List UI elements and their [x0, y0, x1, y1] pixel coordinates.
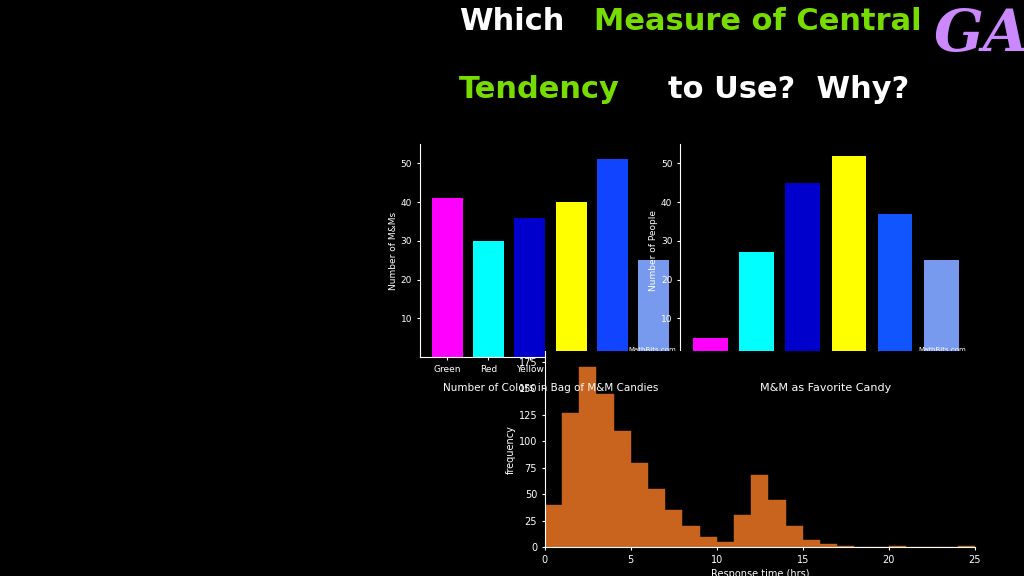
Bar: [924, 260, 958, 357]
Y-axis label: Number of M&Ms: Number of M&Ms: [389, 211, 398, 290]
Bar: [562, 413, 580, 547]
Bar: [820, 544, 838, 547]
Bar: [596, 394, 613, 547]
Bar: [803, 540, 820, 547]
Bar: [838, 546, 854, 547]
X-axis label: Age Groups in Years: Age Groups in Years: [780, 377, 871, 385]
X-axis label: Response time (hrs): Response time (hrs): [711, 569, 809, 576]
Bar: [734, 516, 752, 547]
Bar: [785, 183, 820, 357]
Bar: [957, 546, 975, 547]
Bar: [666, 510, 682, 547]
Y-axis label: Number of People: Number of People: [649, 210, 658, 291]
Bar: [699, 537, 717, 547]
Text: Which: Which: [459, 7, 564, 36]
Bar: [597, 160, 628, 357]
Bar: [613, 431, 631, 547]
Bar: [717, 542, 734, 547]
Bar: [514, 218, 545, 357]
Text: MathBits.com: MathBits.com: [919, 347, 966, 353]
Bar: [638, 260, 669, 357]
Bar: [580, 367, 596, 547]
Bar: [889, 546, 906, 547]
Bar: [432, 198, 463, 357]
Bar: [878, 214, 912, 357]
Text: Tendency: Tendency: [459, 75, 620, 104]
Bar: [556, 202, 587, 357]
Text: Measure of Central: Measure of Central: [594, 7, 922, 36]
Text: GA: GA: [934, 7, 1024, 64]
Text: MathBits.com: MathBits.com: [628, 347, 676, 353]
Text: M&M as Favorite Candy: M&M as Favorite Candy: [760, 383, 891, 393]
Y-axis label: frequency: frequency: [506, 425, 516, 473]
Text: Number of Colors in Bag of M&M Candies: Number of Colors in Bag of M&M Candies: [443, 383, 658, 393]
Bar: [739, 252, 774, 357]
Bar: [693, 338, 728, 357]
Bar: [785, 526, 803, 547]
Bar: [631, 463, 648, 547]
Bar: [648, 489, 666, 547]
Bar: [768, 499, 785, 547]
Text: to Use?  Why?: to Use? Why?: [668, 75, 909, 104]
Bar: [473, 241, 504, 357]
Bar: [831, 156, 866, 357]
Bar: [752, 475, 768, 547]
Bar: [545, 505, 562, 547]
Bar: [682, 526, 699, 547]
